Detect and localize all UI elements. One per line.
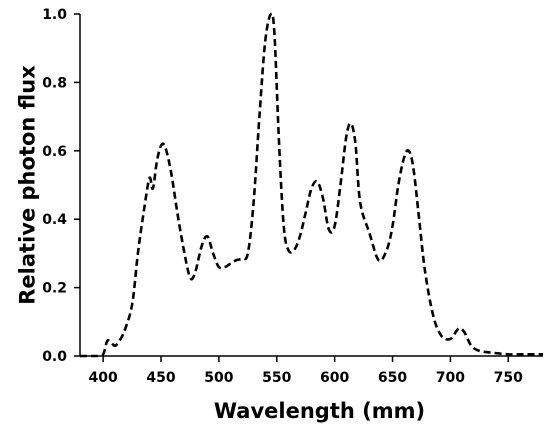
y-ticks: 0.0 0.2 0.4 0.6 0.8 1.0: [42, 7, 80, 365]
x-tick-label: 500: [204, 370, 233, 386]
x-axis-title: Wavelength (mm): [214, 399, 425, 423]
x-tick-label: 400: [89, 370, 118, 386]
axes: [79, 14, 543, 357]
series-layer: [80, 12, 543, 358]
x-tick-label: 450: [146, 370, 175, 386]
x-tick-label: 650: [378, 370, 407, 386]
y-axis-title: Relative photon flux: [15, 65, 39, 305]
y-tick-label: 0.8: [42, 75, 67, 91]
x-tick-label: 550: [262, 370, 291, 386]
x-tick-label: 600: [320, 370, 349, 386]
y-tick-label: 1.0: [42, 7, 67, 23]
y-tick-label: 0.4: [42, 212, 67, 228]
x-ticks: 400 450 500 550 600 650 700 750: [89, 356, 523, 386]
y-tick-label: 0.6: [42, 144, 67, 160]
x-tick-label: 700: [436, 370, 465, 386]
spectrum-line: [80, 12, 543, 358]
y-tick-label: 0.0: [42, 349, 67, 365]
y-tick-label: 0.2: [42, 281, 67, 297]
x-tick-label: 750: [494, 370, 523, 386]
